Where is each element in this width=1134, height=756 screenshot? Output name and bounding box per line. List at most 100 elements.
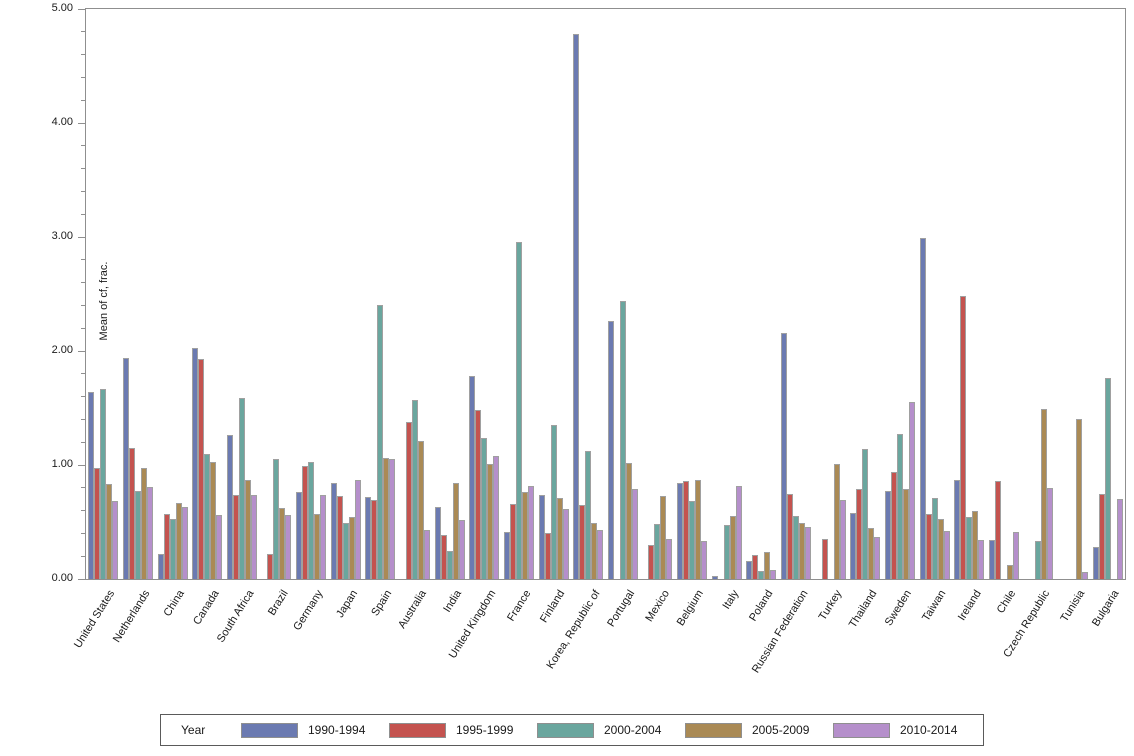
bar-2005-2009-United States	[106, 484, 113, 579]
y-tick-label: 2.00	[51, 344, 73, 356]
legend-item-1990-1994: 1990-1994	[241, 722, 389, 738]
bar-2000-2004-Russian Federation	[792, 516, 799, 579]
bar-1990-1994-Finland	[538, 494, 545, 579]
bar-1990-1994-Taiwan	[919, 238, 926, 579]
bar-2010-2014-Spain	[389, 459, 396, 579]
bar-2010-2014-South Africa	[250, 494, 257, 579]
x-category-label: Ireland	[955, 588, 984, 623]
bar-1995-1999-Sweden	[890, 471, 897, 579]
bar-2000-2004-Belgium	[689, 501, 696, 579]
bar-1990-1994-Chile	[988, 540, 995, 579]
bar-1995-1999-India	[440, 534, 447, 579]
bar-1995-1999-Chile	[994, 480, 1001, 579]
bar-2005-2009-Canada	[210, 461, 217, 579]
bar-2005-2009-Spain	[383, 458, 390, 579]
bar-2010-2014-Thailand	[874, 536, 881, 579]
x-category-label: Finland	[538, 588, 568, 625]
bar-2000-2004-United States	[100, 388, 107, 579]
bar-2010-2014-Ireland	[978, 540, 985, 579]
y-minor-tick	[81, 213, 85, 215]
bar-1995-1999-Ireland	[960, 296, 967, 579]
y-minor-tick	[81, 555, 85, 557]
y-minor-tick	[81, 304, 85, 306]
legend-title: Year	[181, 723, 206, 737]
bar-2010-2014-Korea, Republic of	[597, 529, 604, 579]
bar-2010-2014-Czech Republic	[1047, 487, 1054, 579]
x-category-label: India	[441, 588, 464, 615]
bar-1990-1994-India	[434, 507, 441, 579]
y-minor-tick	[81, 327, 85, 329]
y-minor-tick	[81, 441, 85, 443]
y-major-tick	[78, 236, 85, 238]
legend-label: 1995-1999	[456, 723, 514, 737]
legend-label: 2010-2014	[900, 723, 958, 737]
bar-2005-2009-Netherlands	[140, 468, 147, 579]
bar-2005-2009-Brazil	[279, 508, 286, 579]
bar-1995-1999-Turkey	[821, 539, 828, 579]
x-category-label: Taiwan	[920, 588, 949, 624]
bar-2010-2014-United States	[112, 501, 119, 579]
bar-2010-2014-Russian Federation	[804, 526, 811, 579]
y-minor-tick	[81, 510, 85, 512]
bar-2000-2004-Australia	[412, 400, 419, 579]
bar-1995-1999-Russian Federation	[786, 493, 793, 579]
bar-2000-2004-India	[446, 550, 453, 579]
y-minor-tick	[81, 190, 85, 192]
legend-swatch	[537, 722, 594, 738]
y-minor-tick	[81, 145, 85, 147]
y-axis-title: Mean of cf, frac.	[98, 261, 110, 341]
bar-2005-2009-Russian Federation	[798, 523, 805, 579]
bar-2005-2009-Tunisia	[1076, 419, 1083, 579]
x-category-label: Tunisia	[1058, 588, 1088, 625]
bar-1990-1994-Canada	[192, 347, 199, 579]
legend: Year 1990-1994 1995-1999 2000-2004 2005-200…	[160, 714, 984, 746]
legend-label: 2005-2009	[752, 723, 810, 737]
legend-label: 2000-2004	[604, 723, 662, 737]
x-category-label: Spain	[369, 588, 395, 619]
bar-1990-1994-Sweden	[884, 491, 891, 579]
bar-2010-2014-Italy	[735, 485, 742, 579]
x-category-label: South Africa	[214, 588, 257, 645]
bar-2010-2014-Portugal	[631, 488, 638, 579]
x-category-label: Chile	[994, 588, 1018, 616]
bar-2010-2014-Bulgaria	[1116, 499, 1123, 579]
bar-2005-2009-Sweden	[902, 488, 909, 579]
bar-2005-2009-Germany	[314, 514, 321, 579]
y-tick-label: 0.00	[51, 572, 73, 584]
bar-1995-1999-Japan	[336, 495, 343, 579]
bar-2005-2009-Portugal	[625, 462, 632, 579]
bar-2010-2014-Germany	[320, 494, 327, 579]
bar-2000-2004-Korea, Republic of	[585, 451, 592, 579]
bar-1990-1994-China	[157, 553, 164, 579]
bar-2005-2009-Turkey	[833, 463, 840, 579]
bar-1995-1999-China	[163, 514, 170, 579]
bar-2005-2009-Poland	[764, 551, 771, 579]
y-minor-tick	[81, 99, 85, 101]
bar-2010-2014-Finland	[562, 509, 569, 579]
bar-2000-2004-Brazil	[273, 459, 280, 579]
bar-1995-1999-Belgium	[683, 480, 690, 579]
bar-2010-2014-France	[527, 485, 534, 579]
bar-1995-1999-Brazil	[267, 553, 274, 579]
y-tick-label: 3.00	[51, 230, 73, 242]
bar-2000-2004-Canada	[204, 453, 211, 579]
y-major-tick	[78, 8, 85, 10]
bar-2010-2014-Sweden	[908, 402, 915, 579]
bar-2000-2004-France	[515, 241, 522, 579]
bar-2000-2004-Bulgaria	[1104, 378, 1111, 579]
bar-1990-1994-Russian Federation	[780, 332, 787, 579]
bar-1990-1994-Netherlands	[122, 357, 129, 579]
bar-2005-2009-Thailand	[868, 527, 875, 579]
bar-2010-2014-Taiwan	[943, 531, 950, 579]
bar-1990-1994-Thailand	[850, 512, 857, 579]
x-category-label: Canada	[190, 588, 222, 628]
bar-1990-1994-Germany	[296, 492, 303, 579]
bar-2000-2004-Sweden	[896, 434, 903, 579]
bar-2000-2004-Taiwan	[931, 498, 938, 579]
bar-1995-1999-United Kingdom	[475, 410, 482, 579]
x-category-label: Netherlands	[110, 588, 153, 645]
legend-swatch	[241, 722, 298, 738]
legend-item-2005-2009: 2005-2009	[685, 722, 833, 738]
bar-2005-2009-Belgium	[695, 479, 702, 579]
